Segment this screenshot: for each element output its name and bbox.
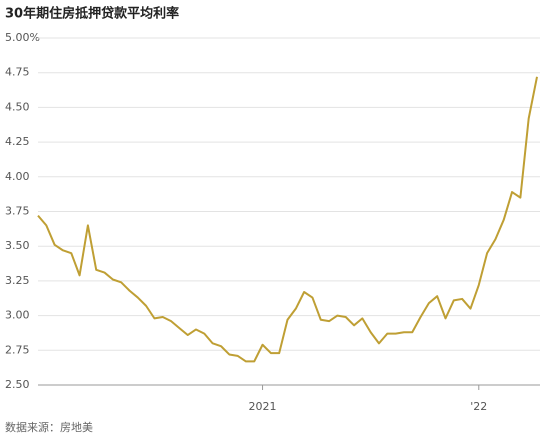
- y-tick-label: 2.50: [5, 378, 30, 391]
- y-tick-label: 3.00: [5, 309, 30, 322]
- y-tick-label: 3.25: [5, 274, 30, 287]
- y-tick-label: 4.50: [5, 100, 30, 113]
- x-tick-label: 2021: [249, 400, 277, 413]
- y-tick-label: 4.00: [5, 170, 30, 183]
- y-tick-label: 3.50: [5, 239, 30, 252]
- y-tick-label: 2.75: [5, 343, 30, 356]
- y-tick-label: 4.25: [5, 135, 30, 148]
- rate-line: [37, 76, 538, 363]
- chart-title: 30年期住房抵押贷款平均利率: [5, 6, 179, 22]
- y-tick-label: 3.75: [5, 205, 30, 218]
- y-tick-label: 4.75: [5, 66, 30, 79]
- x-tick-label: '22: [470, 400, 487, 413]
- source-note: 数据来源：房地美: [5, 420, 93, 434]
- y-tick-label: 5.00%: [5, 31, 40, 44]
